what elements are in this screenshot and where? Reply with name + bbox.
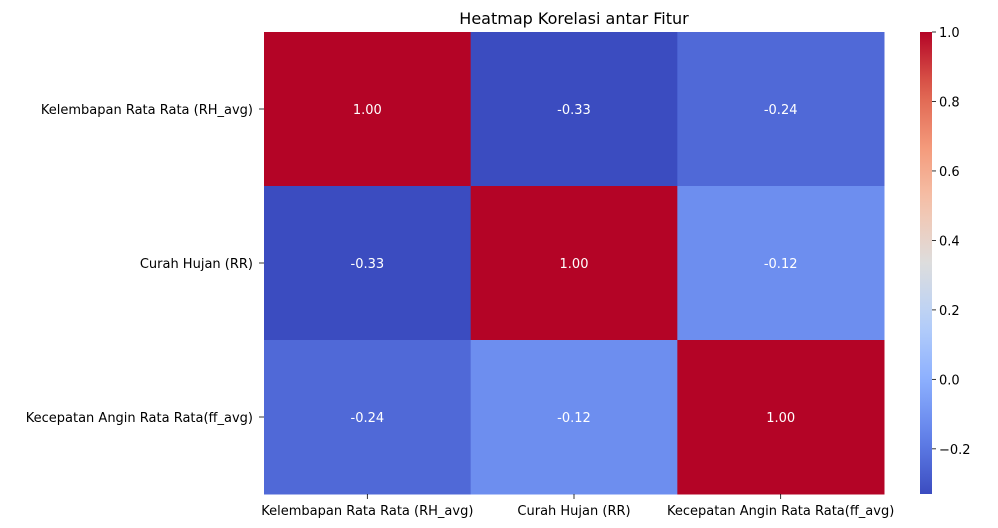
heatmap-cell bbox=[677, 32, 885, 187]
cell-value-label: 1.00 bbox=[353, 103, 382, 118]
cell-value-label: -0.24 bbox=[351, 411, 385, 426]
y-tick-label: Kecepatan Angin Rata Rata(ff_avg) bbox=[26, 411, 253, 426]
y-tick-label: Kelembapan Rata Rata (RH_avg) bbox=[41, 103, 253, 118]
y-axis: Kelembapan Rata Rata (RH_avg) Curah Hujan… bbox=[26, 103, 264, 426]
cell-value-label: -0.12 bbox=[557, 411, 591, 426]
cell-value-label: -0.33 bbox=[351, 257, 385, 272]
colorbar-tick-label: 0.0 bbox=[939, 373, 960, 388]
heatmap-cell bbox=[264, 186, 472, 341]
colorbar-tick-label: −0.2 bbox=[939, 443, 971, 458]
heatmap-cell bbox=[677, 186, 885, 341]
heatmap-cells: 1.00 -0.33 -0.24 -0.33 1.00 -0.12 -0.24 -0.12 1.… bbox=[264, 32, 885, 495]
heatmap-cell bbox=[264, 32, 472, 187]
x-tick-label: Kecepatan Angin Rata Rata(ff_avg) bbox=[667, 504, 894, 519]
cell-value-label: 1.00 bbox=[766, 411, 795, 426]
heatmap-cell bbox=[470, 186, 678, 341]
colorbar-tick-label: 0.4 bbox=[939, 234, 960, 249]
heatmap-cell bbox=[677, 340, 885, 495]
y-tick-label: Curah Hujan (RR) bbox=[140, 257, 253, 272]
colorbar-tick-label: 0.6 bbox=[939, 165, 960, 180]
x-tick-label: Curah Hujan (RR) bbox=[517, 504, 630, 519]
x-tick-label: Kelembapan Rata Rata (RH_avg) bbox=[261, 504, 473, 519]
colorbar-tick-label: 1.0 bbox=[939, 26, 960, 41]
x-axis: Kelembapan Rata Rata (RH_avg) Curah Hujan… bbox=[261, 494, 894, 519]
colorbar-gradient bbox=[920, 32, 932, 494]
colorbar-tick-label: 0.8 bbox=[939, 95, 960, 110]
cell-value-label: -0.12 bbox=[764, 257, 798, 272]
chart-title: Heatmap Korelasi antar Fitur bbox=[459, 9, 689, 28]
cell-value-label: 1.00 bbox=[560, 257, 589, 272]
heatmap-cell bbox=[264, 340, 472, 495]
colorbar: −0.2 0.0 0.2 0.4 0.6 0.8 1.0 bbox=[920, 26, 971, 494]
heatmap-cell bbox=[470, 340, 678, 495]
cell-value-label: -0.24 bbox=[764, 103, 798, 118]
cell-value-label: -0.33 bbox=[557, 103, 591, 118]
heatmap-cell bbox=[470, 32, 678, 187]
colorbar-tick-label: 0.2 bbox=[939, 304, 960, 319]
